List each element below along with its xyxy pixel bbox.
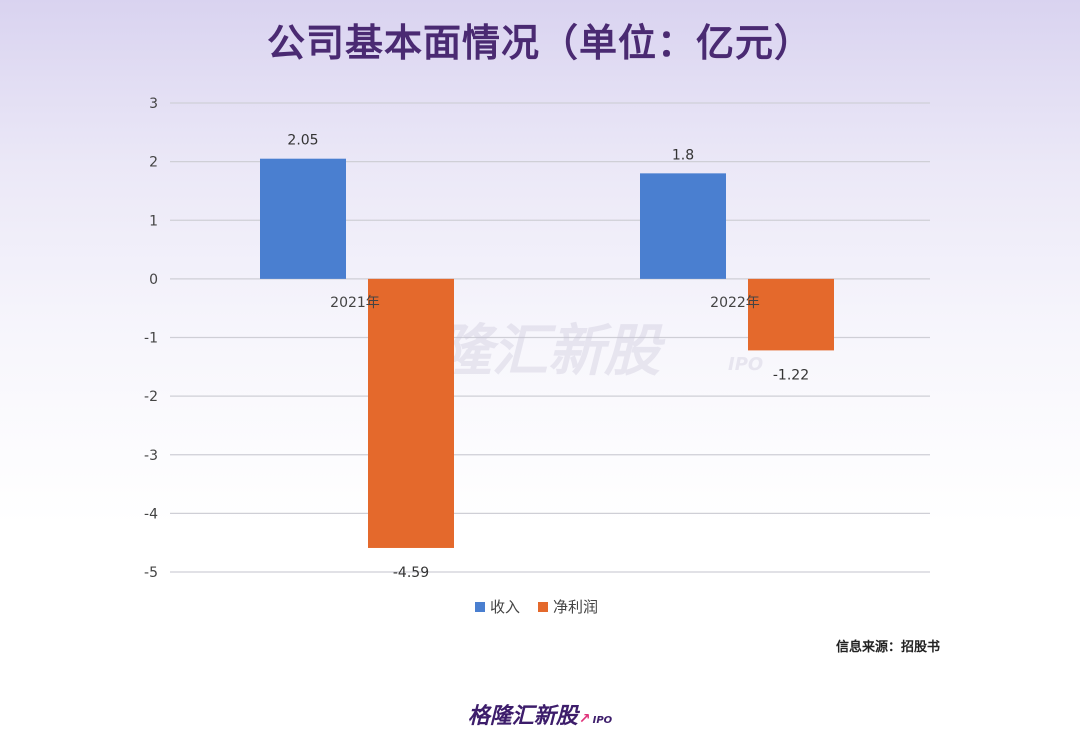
- brand-suffix: IPO: [592, 715, 613, 726]
- bar: [748, 278, 834, 351]
- brand-logo: 格隆汇新股↗ IPO: [0, 698, 1080, 730]
- data-label: -4.59: [393, 565, 429, 581]
- y-tick-label: 0: [149, 272, 158, 288]
- y-tick-label: -5: [144, 565, 158, 581]
- bar: [640, 173, 726, 279]
- bars: 2.05 -4.59 1.8 -1.22: [260, 133, 834, 581]
- data-label: -1.22: [773, 367, 809, 383]
- legend-label: 净利润: [553, 598, 598, 616]
- y-tick-label: -2: [144, 389, 158, 405]
- data-label: 2.05: [287, 133, 318, 149]
- legend-label: 收入: [490, 598, 520, 616]
- bar: [368, 278, 454, 548]
- bar: [260, 158, 346, 279]
- y-tick-label: 3: [149, 96, 158, 112]
- y-tick-label: -3: [144, 448, 158, 464]
- brand-text: 格隆汇新股: [467, 704, 578, 729]
- y-tick-label: -1: [144, 331, 158, 347]
- legend-swatch: [475, 602, 485, 612]
- category-labels: 2021年 2022年: [330, 295, 760, 311]
- watermark-suffix: IPO: [728, 354, 763, 375]
- legend-swatch: [538, 602, 548, 612]
- source-note: 信息来源：招股书: [835, 640, 940, 655]
- y-axis-ticks: 3 2 1 0 -1 -2 -3 -4 -5: [144, 96, 158, 581]
- y-tick-label: -4: [144, 506, 158, 522]
- arrow-up-icon: ↗: [578, 711, 591, 727]
- category-label: 2021年: [330, 295, 380, 311]
- data-label: 1.8: [672, 147, 694, 163]
- y-tick-label: 1: [149, 213, 158, 229]
- y-tick-label: 2: [149, 155, 158, 171]
- category-label: 2022年: [710, 295, 760, 311]
- legend: 收入 净利润: [475, 598, 598, 616]
- chart-title: 公司基本面情况（单位：亿元）: [266, 21, 813, 65]
